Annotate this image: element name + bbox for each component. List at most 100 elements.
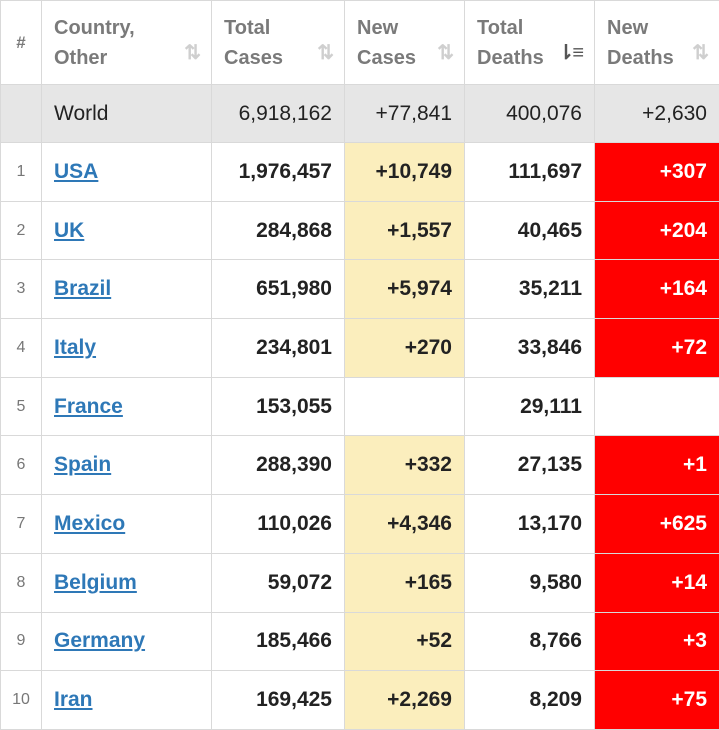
- header-label-line2: Deaths: [607, 47, 674, 69]
- column-header-new-cases[interactable]: New Cases ⇅: [345, 1, 465, 85]
- total-deaths-cell: 29,111: [465, 377, 595, 436]
- total-cases-cell: 284,868: [212, 201, 345, 260]
- total-deaths-cell: 8,766: [465, 612, 595, 671]
- column-header-index[interactable]: #: [1, 1, 42, 85]
- header-label-line1: Total: [477, 17, 523, 39]
- country-link[interactable]: Brazil: [54, 277, 111, 300]
- new-cases-cell: +4,346: [345, 495, 465, 554]
- column-header-total-cases[interactable]: Total Cases ⇅: [212, 1, 345, 85]
- country-link[interactable]: UK: [54, 219, 84, 242]
- country-link-cell: Mexico: [42, 495, 212, 554]
- total-cases-cell: 169,425: [212, 671, 345, 730]
- total-cases-cell: 234,801: [212, 319, 345, 378]
- total-cases-cell: 185,466: [212, 612, 345, 671]
- country-link[interactable]: Italy: [54, 336, 96, 359]
- row-index-cell: 8: [1, 553, 42, 612]
- total-cases-cell: 288,390: [212, 436, 345, 495]
- sort-descending-icon[interactable]: ⇂≡: [558, 38, 582, 68]
- world-new-cases-cell: +77,841: [345, 85, 465, 143]
- sort-icon[interactable]: ⇅: [692, 38, 707, 68]
- country-link[interactable]: USA: [54, 160, 98, 183]
- new-cases-cell: +52: [345, 612, 465, 671]
- total-cases-cell: 110,026: [212, 495, 345, 554]
- row-index-cell: 4: [1, 319, 42, 378]
- header-label-line2: Deaths: [477, 47, 544, 69]
- new-cases-cell: +270: [345, 319, 465, 378]
- sort-icon[interactable]: ⇅: [184, 38, 199, 68]
- country-link-cell: Belgium: [42, 553, 212, 612]
- total-deaths-cell: 27,135: [465, 436, 595, 495]
- header-label-line1: New: [357, 17, 398, 39]
- new-cases-cell: +1,557: [345, 201, 465, 260]
- table-row: 5 France 153,055 29,111: [1, 377, 719, 436]
- new-cases-cell: +165: [345, 553, 465, 612]
- country-link-cell: USA: [42, 143, 212, 202]
- new-deaths-cell: [595, 377, 719, 436]
- total-deaths-cell: 9,580: [465, 553, 595, 612]
- total-deaths-cell: 35,211: [465, 260, 595, 319]
- total-deaths-cell: 13,170: [465, 495, 595, 554]
- world-total-row: World 6,918,162 +77,841 400,076 +2,630: [1, 85, 719, 143]
- country-link[interactable]: Iran: [54, 688, 93, 711]
- header-label-line2: Cases: [224, 47, 283, 69]
- new-deaths-cell: +75: [595, 671, 719, 730]
- country-link[interactable]: Belgium: [54, 571, 137, 594]
- sort-icon[interactable]: ⇅: [437, 38, 452, 68]
- new-deaths-cell: +625: [595, 495, 719, 554]
- country-link-cell: UK: [42, 201, 212, 260]
- row-index-cell: 9: [1, 612, 42, 671]
- world-name-cell: World: [42, 85, 212, 143]
- total-cases-cell: 153,055: [212, 377, 345, 436]
- country-link-cell: Italy: [42, 319, 212, 378]
- row-index-cell: 1: [1, 143, 42, 202]
- row-index-cell: 6: [1, 436, 42, 495]
- country-link-cell: Spain: [42, 436, 212, 495]
- total-cases-cell: 1,976,457: [212, 143, 345, 202]
- header-label-line1: New: [607, 17, 648, 39]
- new-deaths-cell: +72: [595, 319, 719, 378]
- country-link[interactable]: France: [54, 395, 123, 418]
- header-label-line2: Cases: [357, 47, 416, 69]
- column-header-new-deaths[interactable]: New Deaths ⇅: [595, 1, 719, 85]
- new-deaths-cell: +14: [595, 553, 719, 612]
- country-link[interactable]: Germany: [54, 629, 145, 652]
- row-index-cell: 5: [1, 377, 42, 436]
- column-header-country[interactable]: Country, Other ⇅: [42, 1, 212, 85]
- new-deaths-cell: +204: [595, 201, 719, 260]
- header-label-line1: Country,: [54, 17, 135, 39]
- country-link-cell: France: [42, 377, 212, 436]
- total-cases-cell: 59,072: [212, 553, 345, 612]
- row-index-cell: 2: [1, 201, 42, 260]
- country-link[interactable]: Spain: [54, 453, 111, 476]
- new-deaths-cell: +307: [595, 143, 719, 202]
- total-cases-cell: 651,980: [212, 260, 345, 319]
- country-link-cell: Brazil: [42, 260, 212, 319]
- new-cases-cell: +10,749: [345, 143, 465, 202]
- header-label-line1: Total: [224, 17, 270, 39]
- country-link-cell: Germany: [42, 612, 212, 671]
- country-link[interactable]: Mexico: [54, 512, 125, 535]
- new-deaths-cell: +164: [595, 260, 719, 319]
- sort-icon[interactable]: ⇅: [317, 38, 332, 68]
- world-index-cell: [1, 85, 42, 143]
- world-new-deaths-cell: +2,630: [595, 85, 719, 143]
- row-index-cell: 3: [1, 260, 42, 319]
- new-cases-cell: +332: [345, 436, 465, 495]
- world-total-cases-cell: 6,918,162: [212, 85, 345, 143]
- header-label-line2: Other: [54, 47, 107, 69]
- total-deaths-cell: 8,209: [465, 671, 595, 730]
- row-index-cell: 7: [1, 495, 42, 554]
- total-deaths-cell: 111,697: [465, 143, 595, 202]
- country-link-cell: Iran: [42, 671, 212, 730]
- new-cases-cell: +5,974: [345, 260, 465, 319]
- column-header-total-deaths[interactable]: Total Deaths ⇂≡: [465, 1, 595, 85]
